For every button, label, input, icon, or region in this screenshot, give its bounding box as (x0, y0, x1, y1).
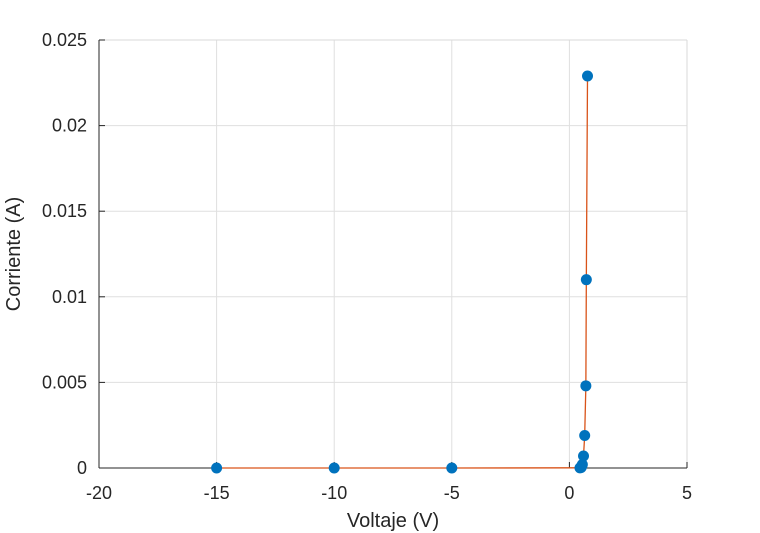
y-tick-label: 0.01 (52, 287, 87, 307)
y-tick-label: 0.015 (42, 201, 87, 221)
y-tick-label: 0.025 (42, 30, 87, 50)
data-point (578, 450, 590, 462)
y-tick-label: 0.005 (42, 372, 87, 392)
plot-area (99, 40, 687, 468)
data-point (576, 459, 588, 471)
y-axis-label: Corriente (A) (3, 197, 25, 311)
x-tick-label: 5 (682, 483, 692, 503)
data-point (446, 462, 458, 474)
axes (98, 39, 688, 469)
x-tick-label: -20 (86, 483, 112, 503)
y-tick-label: 0 (77, 458, 87, 478)
data-point (580, 380, 592, 392)
x-tick-label: -5 (444, 483, 460, 503)
data-point (211, 462, 223, 474)
data-point (328, 462, 340, 474)
data-series (211, 70, 594, 474)
x-axis-ticks: -20 -15 -10 -5 0 5 (86, 462, 692, 503)
data-point (580, 274, 592, 286)
x-tick-label: -15 (204, 483, 230, 503)
data-point (579, 429, 591, 441)
data-point (582, 70, 594, 82)
grid (98, 39, 688, 469)
x-tick-label: 0 (564, 483, 574, 503)
y-tick-label: 0.02 (52, 116, 87, 136)
y-axis-ticks: 0 0.005 0.01 0.015 0.02 0.025 (42, 30, 105, 478)
x-axis-label: Voltaje (V) (347, 510, 439, 532)
x-tick-label: -10 (321, 483, 347, 503)
